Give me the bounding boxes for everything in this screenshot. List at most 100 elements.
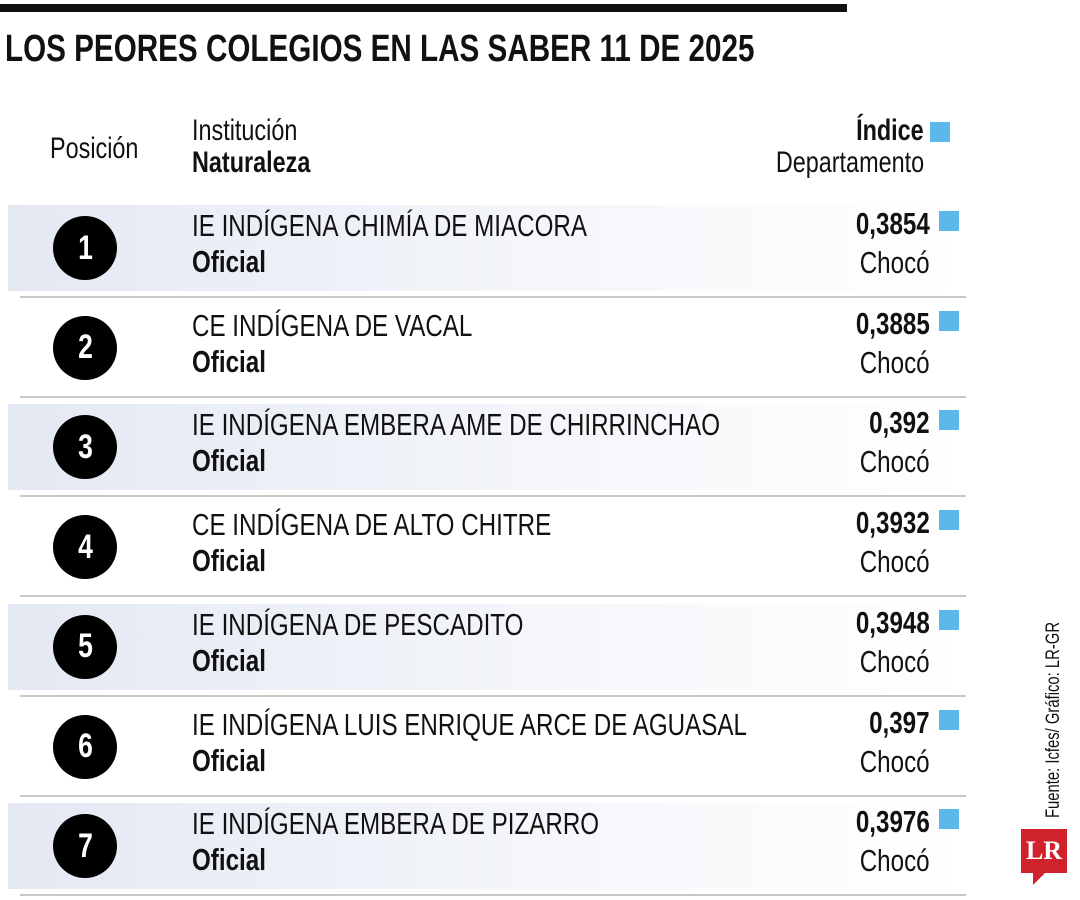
header-index: Índice bbox=[837, 114, 924, 148]
index-value: 0,392 bbox=[852, 405, 930, 441]
department-text: Chocó bbox=[860, 544, 930, 580]
table-row bbox=[8, 404, 965, 491]
header-nature-text: Naturaleza bbox=[192, 146, 311, 179]
institution-text: IE INDÍGENA LUIS ENRIQUE ARCE DE AGUASAL bbox=[192, 706, 747, 742]
institution-nature: Oficial bbox=[192, 543, 287, 579]
position-badge: 5 bbox=[53, 614, 117, 679]
index-legend-square bbox=[930, 122, 950, 142]
row-divider bbox=[20, 894, 966, 897]
page-title: LOS PEORES COLEGIOS EN LAS SABER 11 DE 2… bbox=[5, 28, 966, 71]
header-position-text: Posición bbox=[50, 132, 139, 165]
position-number: 2 bbox=[77, 328, 93, 367]
position-number: 4 bbox=[77, 527, 93, 566]
index-value: 0,3885 bbox=[835, 306, 930, 342]
institution-name: IE INDÍGENA EMBERA DE PIZARRO bbox=[192, 806, 714, 842]
index-square bbox=[939, 709, 959, 730]
source-note: Fuente: Icfes/ Gráfico: LR-GR bbox=[1043, 567, 1065, 818]
department: Chocó bbox=[840, 644, 930, 680]
institution-nature: Oficial bbox=[192, 244, 287, 280]
position-badge: 1 bbox=[53, 216, 117, 280]
lr-logo: LR bbox=[1021, 829, 1067, 885]
institution-nature: Oficial bbox=[192, 842, 287, 878]
position-badge: 2 bbox=[53, 315, 117, 380]
department: Chocó bbox=[840, 544, 930, 580]
department-text: Chocó bbox=[860, 344, 930, 380]
institution-text: IE INDÍGENA EMBERA DE PIZARRO bbox=[192, 806, 600, 842]
nature-text: Oficial bbox=[192, 842, 266, 878]
position-number: 1 bbox=[77, 228, 93, 267]
department: Chocó bbox=[840, 744, 930, 780]
institution-text: CE INDÍGENA DE ALTO CHITRE bbox=[192, 507, 552, 543]
institution-name: IE INDÍGENA CHIMÍA DE MIACORA bbox=[192, 208, 698, 244]
institution-name: IE INDÍGENA EMBERA AME DE CHIRRINCHAO bbox=[192, 407, 869, 443]
institution-nature: Oficial bbox=[192, 443, 287, 479]
department-text: Chocó bbox=[860, 643, 930, 679]
index-square bbox=[939, 609, 959, 630]
department-text: Chocó bbox=[860, 245, 930, 280]
index-square bbox=[939, 211, 959, 231]
header-position: Posición bbox=[50, 132, 163, 166]
institution-name: IE INDÍGENA LUIS ENRIQUE ARCE DE AGUASAL bbox=[192, 707, 904, 743]
index-value: 0,397 bbox=[852, 705, 930, 741]
institution-nature: Oficial bbox=[192, 643, 287, 679]
row-divider bbox=[20, 694, 966, 697]
index-text: 0,3976 bbox=[856, 804, 930, 840]
index-value: 0,3854 bbox=[835, 206, 930, 242]
institution-text: IE INDÍGENA DE PESCADITO bbox=[192, 606, 524, 642]
position-number: 6 bbox=[77, 727, 93, 765]
department: Chocó bbox=[840, 245, 930, 281]
institution-name: IE INDÍGENA DE PESCADITO bbox=[192, 607, 617, 643]
nature-text: Oficial bbox=[192, 543, 266, 579]
header-department: Departamento bbox=[734, 146, 924, 180]
position-badge: 6 bbox=[53, 714, 117, 779]
row-divider bbox=[20, 495, 966, 498]
nature-text: Oficial bbox=[192, 642, 266, 678]
index-square bbox=[939, 510, 959, 531]
index-value: 0,3948 bbox=[835, 605, 930, 641]
index-text: 0,3885 bbox=[856, 305, 930, 341]
institution-text: CE INDÍGENA DE VACAL bbox=[192, 307, 473, 343]
table-row bbox=[8, 205, 965, 291]
index-square bbox=[939, 310, 959, 331]
index-value: 0,3932 bbox=[835, 505, 930, 541]
row-divider bbox=[20, 794, 966, 797]
title-text: LOS PEORES COLEGIOS EN LAS SABER 11 DE 2… bbox=[5, 28, 755, 70]
institution-nature: Oficial bbox=[192, 344, 287, 380]
position-number: 3 bbox=[77, 427, 93, 466]
department: Chocó bbox=[840, 345, 930, 381]
row-divider bbox=[20, 296, 966, 298]
table-row bbox=[8, 603, 965, 690]
department: Chocó bbox=[840, 444, 930, 480]
header-institution: Institución bbox=[192, 114, 327, 148]
header-department-text: Departamento bbox=[775, 146, 924, 179]
institution-nature: Oficial bbox=[192, 743, 287, 779]
institution-text: IE INDÍGENA CHIMÍA DE MIACORA bbox=[192, 208, 588, 243]
institution-text: IE INDÍGENA EMBERA AME DE CHIRRINCHAO bbox=[192, 407, 721, 443]
source-text: Fuente: Icfes/ Gráfico: LR-GR bbox=[1043, 621, 1064, 818]
position-badge: 3 bbox=[53, 415, 117, 480]
nature-text: Oficial bbox=[192, 443, 266, 479]
institution-name: CE INDÍGENA DE VACAL bbox=[192, 308, 551, 344]
index-text: 0,392 bbox=[869, 405, 930, 441]
index-text: 0,3948 bbox=[856, 604, 930, 640]
nature-text: Oficial bbox=[192, 742, 266, 778]
position-badge: 7 bbox=[53, 814, 117, 879]
index-text: 0,397 bbox=[869, 704, 930, 740]
index-text: 0,3932 bbox=[856, 505, 930, 541]
header-institution-text: Institución bbox=[192, 114, 298, 147]
header-index-text: Índice bbox=[856, 114, 924, 147]
department: Chocó bbox=[840, 843, 930, 879]
institution-name: CE INDÍGENA DE ALTO CHITRE bbox=[192, 507, 653, 543]
nature-text: Oficial bbox=[192, 244, 266, 279]
department-text: Chocó bbox=[860, 743, 930, 779]
top-rule bbox=[0, 4, 847, 12]
position-number: 5 bbox=[77, 627, 93, 666]
row-divider bbox=[20, 595, 966, 598]
header-nature: Naturaleza bbox=[192, 146, 344, 180]
position-number: 7 bbox=[77, 826, 93, 865]
index-text: 0,3854 bbox=[856, 206, 930, 241]
index-value: 0,3976 bbox=[835, 804, 930, 840]
row-divider bbox=[20, 395, 966, 398]
index-square bbox=[939, 410, 959, 431]
position-badge: 4 bbox=[53, 515, 117, 580]
